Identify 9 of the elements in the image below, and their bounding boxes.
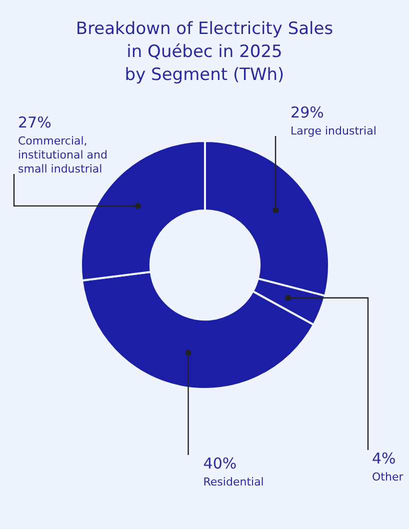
slice-label: Commercial, institutional and small industrial: [18, 134, 108, 176]
data-label: 40%: [203, 454, 237, 472]
data-label: 29%: [290, 103, 324, 122]
chart-title: Breakdown of Electricity Sales in Québec in 2025 by Segment (TWh): [74, 18, 334, 87]
data-label: 27%: [18, 113, 52, 132]
slice-label: Other: [372, 470, 404, 484]
slice-label: Large industrial: [290, 124, 376, 138]
data-label: 4%: [372, 449, 396, 468]
slice-label: Residential: [203, 475, 264, 488]
